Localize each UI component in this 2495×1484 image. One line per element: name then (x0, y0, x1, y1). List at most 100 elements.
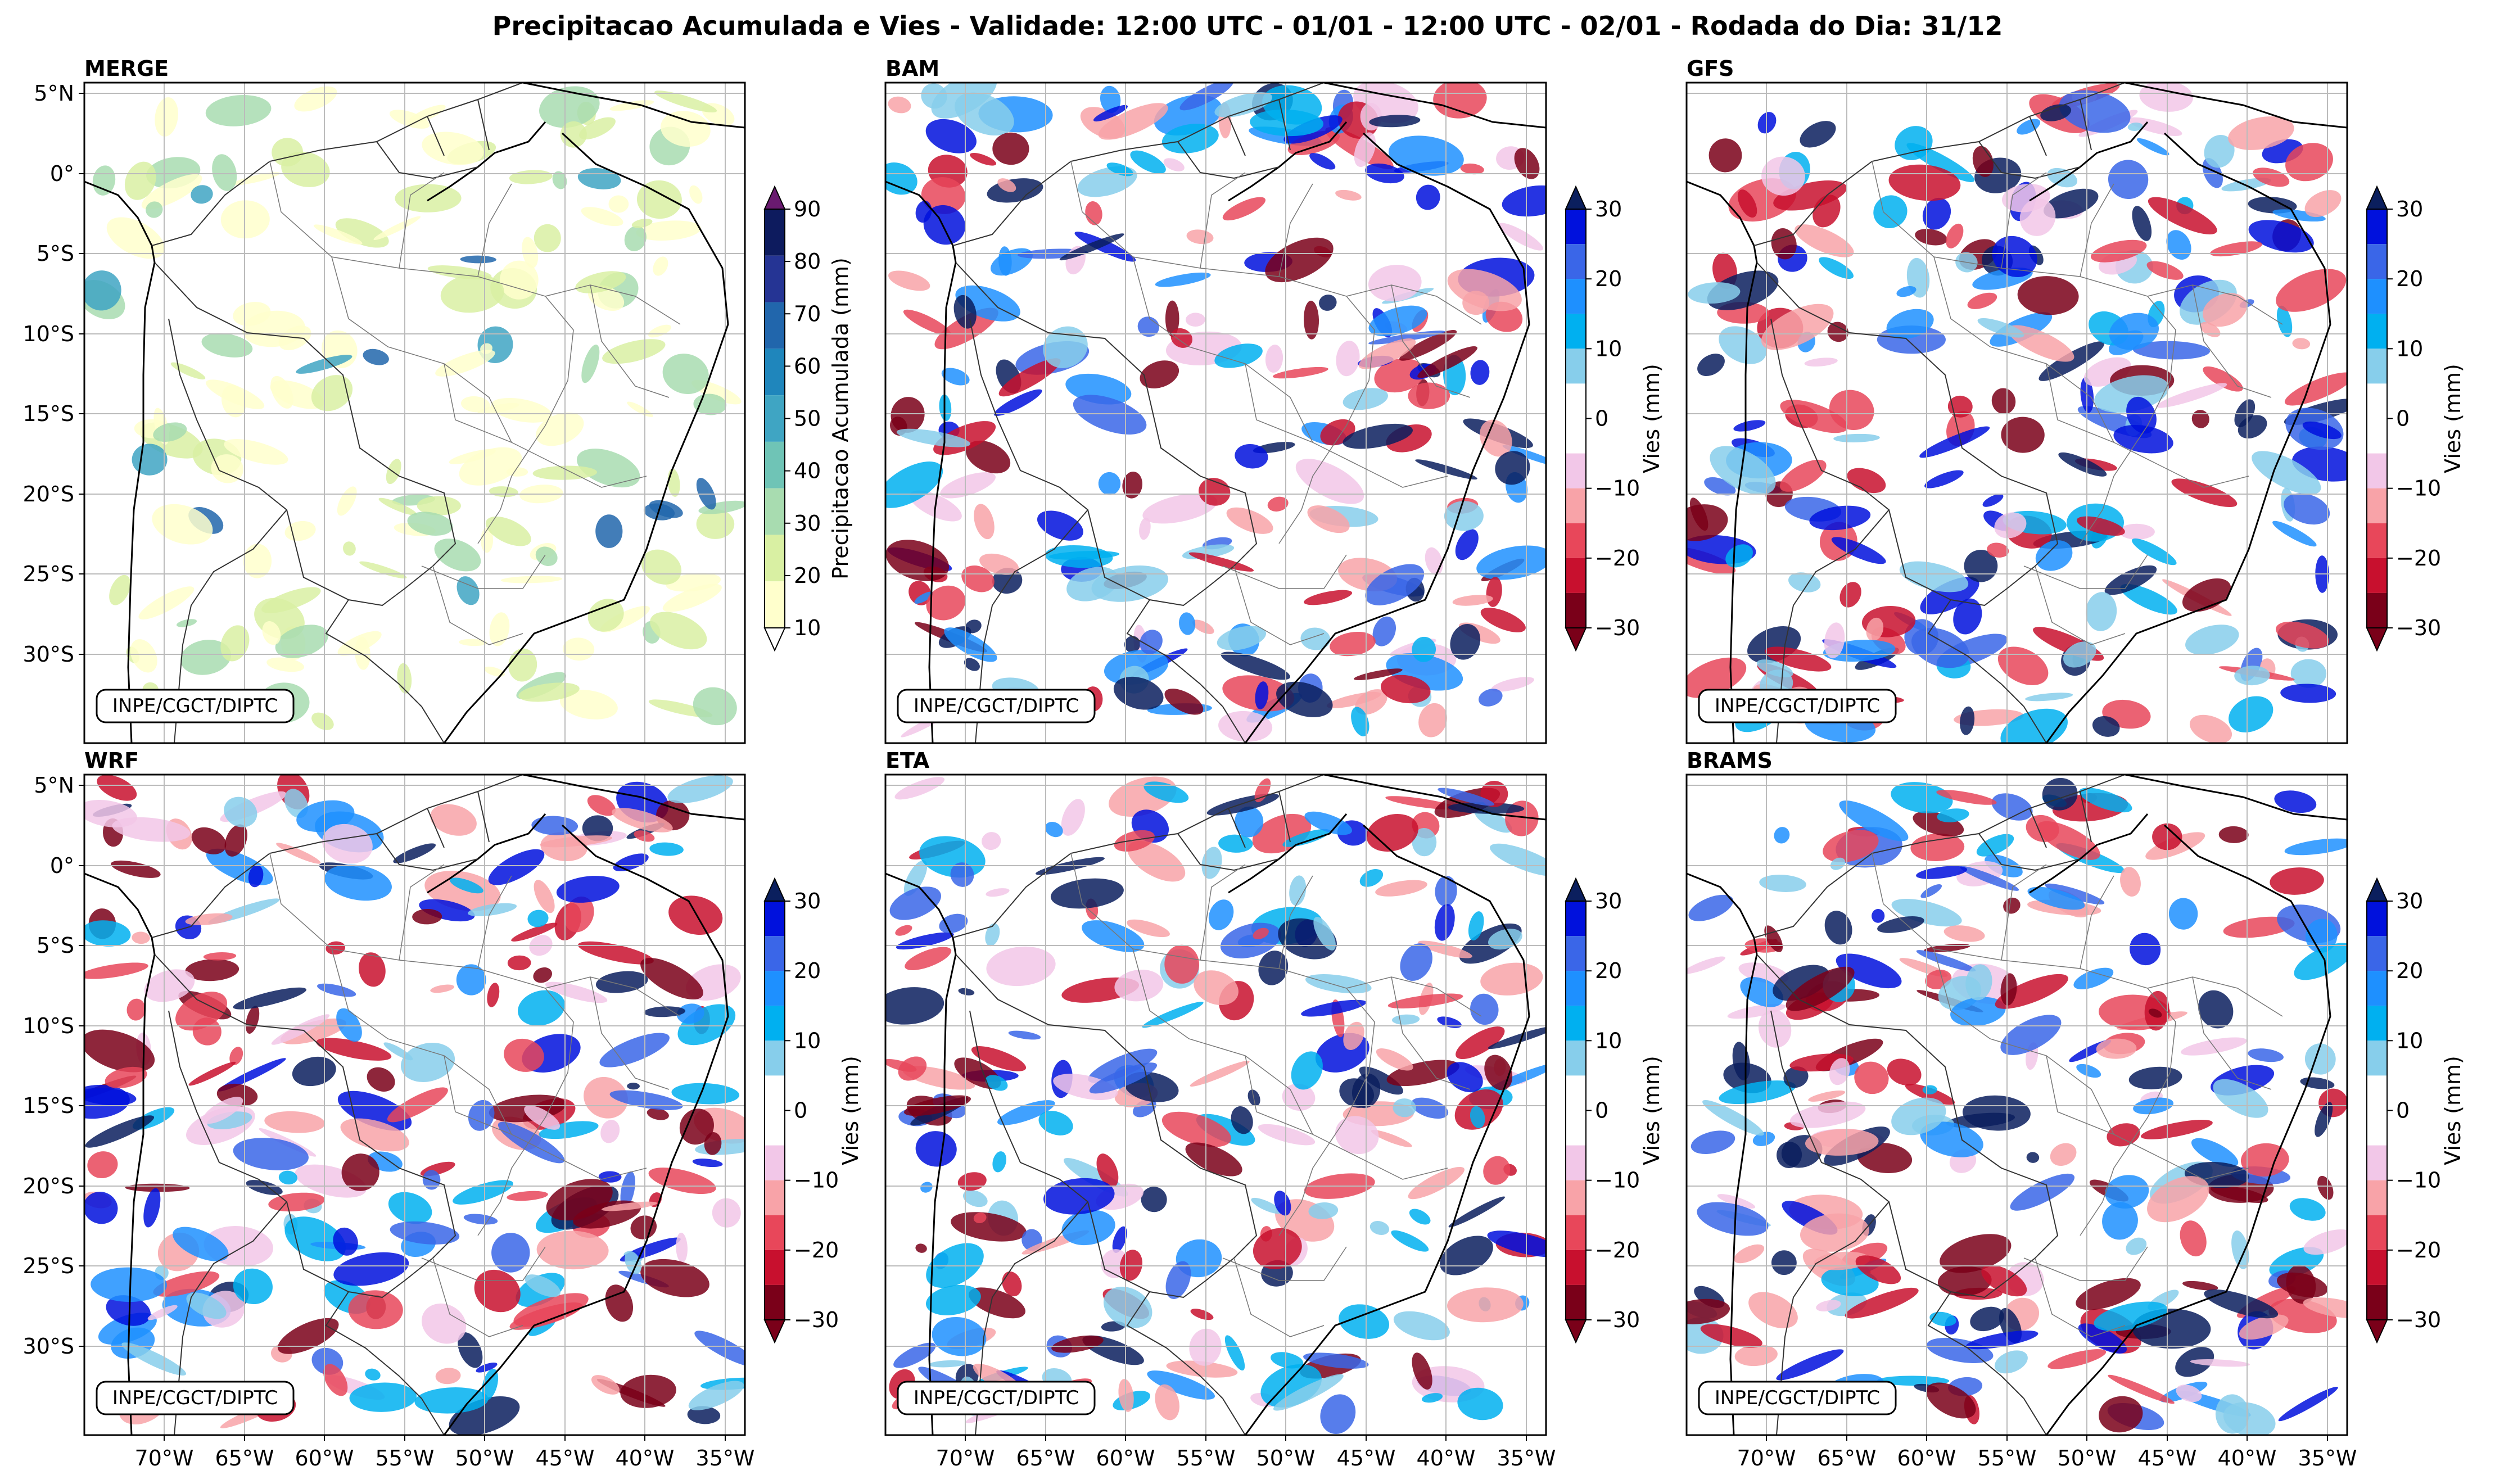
field-blob (2120, 583, 2177, 615)
field-blob (316, 1038, 392, 1061)
colorbar-segment (1566, 936, 1586, 971)
field-blob (1161, 124, 1219, 153)
field-blob (176, 619, 197, 627)
field-blob (1780, 459, 1827, 492)
field-blob (191, 827, 227, 854)
field-blob (609, 100, 654, 111)
field-blob (507, 955, 531, 971)
field-blob (1697, 354, 1725, 377)
field-blob (1234, 806, 1264, 838)
field-blob (1457, 1387, 1503, 1420)
field-blob (463, 1214, 498, 1225)
field-blob (986, 946, 1056, 987)
field-blob (662, 354, 709, 395)
field-blob (962, 1190, 988, 1207)
field-blob (2303, 1297, 2347, 1319)
field-blob (1847, 468, 1886, 494)
lat-label: 0° (50, 161, 74, 186)
field-blob (1408, 1166, 1465, 1200)
colorbar-tick-label: 0 (2396, 1098, 2410, 1123)
field-blob (1300, 627, 1331, 650)
colorbar-segment (2367, 209, 2387, 245)
field-blob (1953, 598, 1982, 635)
field-blob (1392, 1014, 1420, 1025)
field-blob (2129, 933, 2161, 966)
colorbar-segment (765, 1145, 785, 1180)
field-blob (1877, 1376, 1950, 1386)
field-blob (1140, 360, 1179, 388)
field-blob (2213, 1079, 2268, 1118)
field-blob (1773, 180, 1847, 211)
field-blob (640, 1259, 709, 1297)
credit-box: INPE/CGCT/DIPTC (1698, 689, 1897, 723)
field-blob (388, 1192, 432, 1224)
credit-box: INPE/CGCT/DIPTC (96, 1381, 295, 1415)
colorbar-tick-label: −20 (794, 1238, 839, 1263)
field-blob (111, 860, 161, 878)
field-blob (2284, 838, 2347, 856)
field-blob (1186, 229, 1214, 245)
panel-frame (83, 773, 746, 1436)
field-blob (2000, 708, 2068, 743)
field-blob (130, 639, 157, 673)
field-blob (2094, 1301, 2168, 1332)
field-blob (1476, 545, 1546, 580)
field-blob (649, 842, 684, 856)
field-blob (1783, 1066, 1809, 1088)
colorbar-segment (1566, 1145, 1586, 1180)
colorbar-segment (1566, 1284, 1586, 1320)
colorbar-tick-label: 70 (794, 301, 821, 326)
field-blob (893, 1342, 936, 1368)
colorbar-segment (1566, 1040, 1586, 1076)
field-blob (2248, 197, 2297, 214)
field-blob (1114, 830, 1155, 852)
field-blob (205, 95, 272, 126)
field-blob (1855, 1255, 1901, 1284)
field-blob (595, 971, 648, 993)
field-blob (2092, 716, 2120, 737)
field-blob (1916, 866, 1968, 879)
field-blob (1992, 236, 2037, 277)
bias-field (885, 83, 1546, 742)
field-blob (914, 591, 933, 604)
field-blob (536, 1230, 609, 1270)
field-blob (2223, 916, 2295, 938)
field-blob (144, 969, 195, 1002)
field-blob (1771, 1250, 1797, 1275)
lon-label: 55°W (1177, 1446, 1236, 1471)
field-blob (559, 690, 618, 720)
field-blob (488, 849, 545, 885)
field-blob (599, 1033, 670, 1067)
field-blob (1480, 962, 1543, 996)
colorbar-tick-label: 20 (1595, 958, 1622, 983)
field-blob (277, 1318, 339, 1354)
colorbar-segment (2367, 383, 2387, 419)
credit-text: INPE/CGCT/DIPTC (112, 695, 278, 717)
field-blob (233, 1268, 273, 1305)
field-blob (587, 795, 616, 816)
panels: MERGEINPE/CGCT/DIPTCBAMINPE/CGCT/DIPTCGF… (83, 56, 2348, 1436)
field-blob (153, 1271, 220, 1297)
field-blob (2132, 538, 2177, 565)
field-blob (1487, 1230, 1546, 1257)
field-blob (292, 1056, 336, 1087)
field-blob (430, 804, 477, 836)
colorbar-tick-label: 50 (794, 406, 821, 431)
field-blob (2292, 338, 2311, 350)
field-blob (1091, 565, 1169, 602)
field-blob (2190, 1359, 2250, 1367)
field-blob (407, 105, 446, 124)
field-blob (650, 612, 707, 650)
field-blob (1761, 156, 1805, 196)
field-blob (1991, 793, 2033, 821)
lat-label: 20°S (23, 482, 74, 506)
field-blob (1479, 689, 1503, 707)
field-blob (926, 585, 966, 621)
field-blob (2203, 366, 2243, 392)
colorbar-tick-label: −20 (1595, 1238, 1640, 1263)
field-blob (333, 1227, 358, 1256)
field-blob (1190, 1061, 1250, 1087)
colorbar-tick-label: 0 (1595, 406, 1608, 431)
lon-label: 35°W (2298, 1446, 2357, 1471)
field-blob (468, 1100, 495, 1131)
